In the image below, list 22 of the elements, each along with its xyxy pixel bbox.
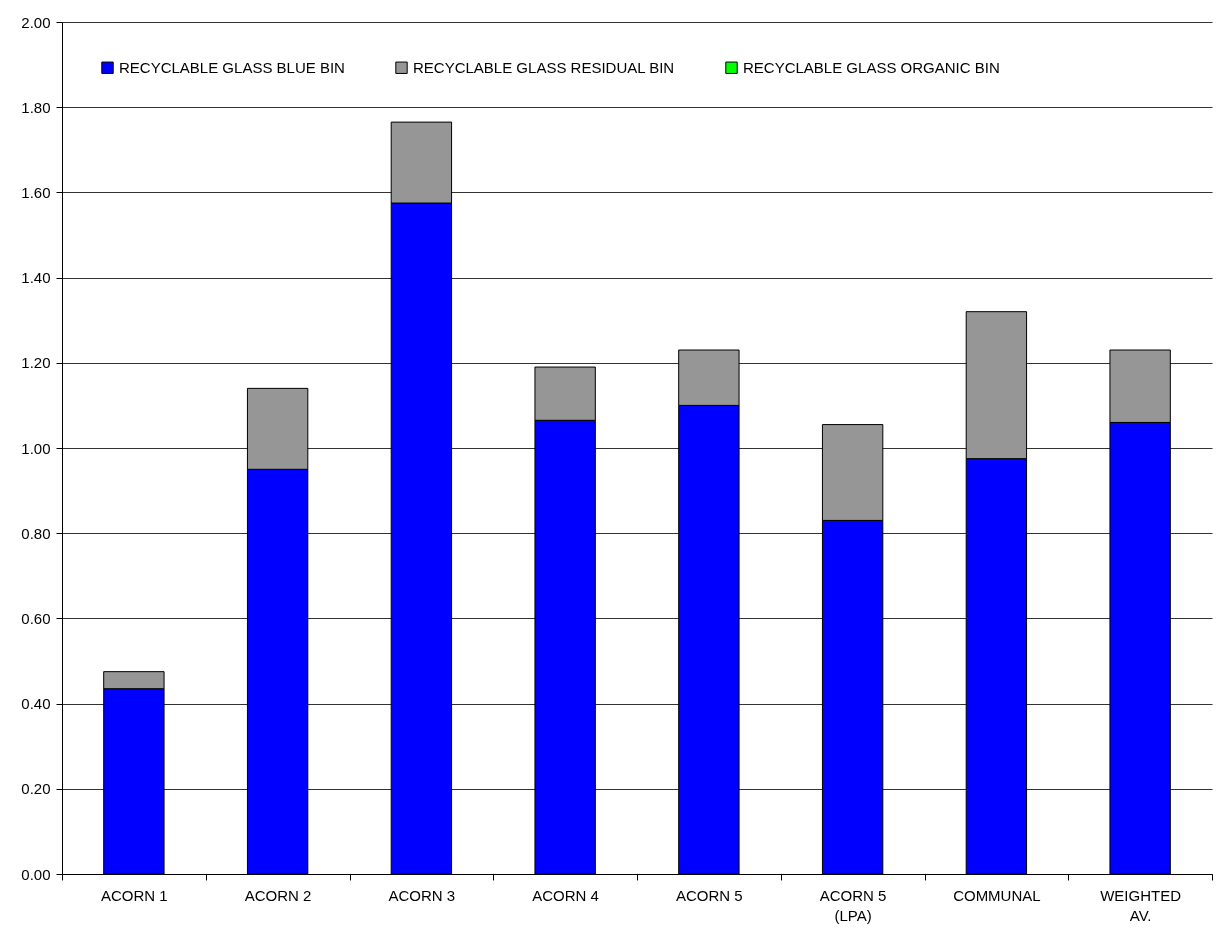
x-tick-label: ACORN 4 <box>532 886 599 904</box>
y-tick-label: 2.00 <box>21 13 51 31</box>
y-tick-label: 0.20 <box>21 780 51 798</box>
y-tick-label: 0.00 <box>21 865 51 883</box>
y-tick-label: 0.80 <box>21 524 51 542</box>
x-tick-label: ACORN 1 <box>101 886 168 904</box>
legend-label: RECYCLABLE GLASS ORGANIC BIN <box>743 58 1000 76</box>
x-tick-label: ACORN 5 (LPA) <box>819 886 887 924</box>
x-tick-label: WEIGHTED AV. <box>1100 886 1182 924</box>
y-tick-label: 1.40 <box>21 269 51 287</box>
y-tick-label: 1.60 <box>21 183 51 201</box>
x-tick-label: ACORN 3 <box>388 886 456 904</box>
x-tick-label: ACORN 5 <box>676 886 743 904</box>
y-tick-label: 1.00 <box>21 439 51 457</box>
y-tick-label: 0.60 <box>21 609 51 627</box>
y-tick-label: 1.80 <box>21 98 51 116</box>
legend-label: RECYCLABLE GLASS BLUE BIN <box>119 58 345 76</box>
x-tick-label: ACORN 2 <box>244 886 312 904</box>
legend-label: RECYCLABLE GLASS RESIDUAL BIN <box>413 58 675 76</box>
y-tick-label: 0.40 <box>21 695 51 713</box>
x-tick-label: COMMUNAL <box>953 886 1041 904</box>
y-tick-label: 1.20 <box>21 354 51 372</box>
